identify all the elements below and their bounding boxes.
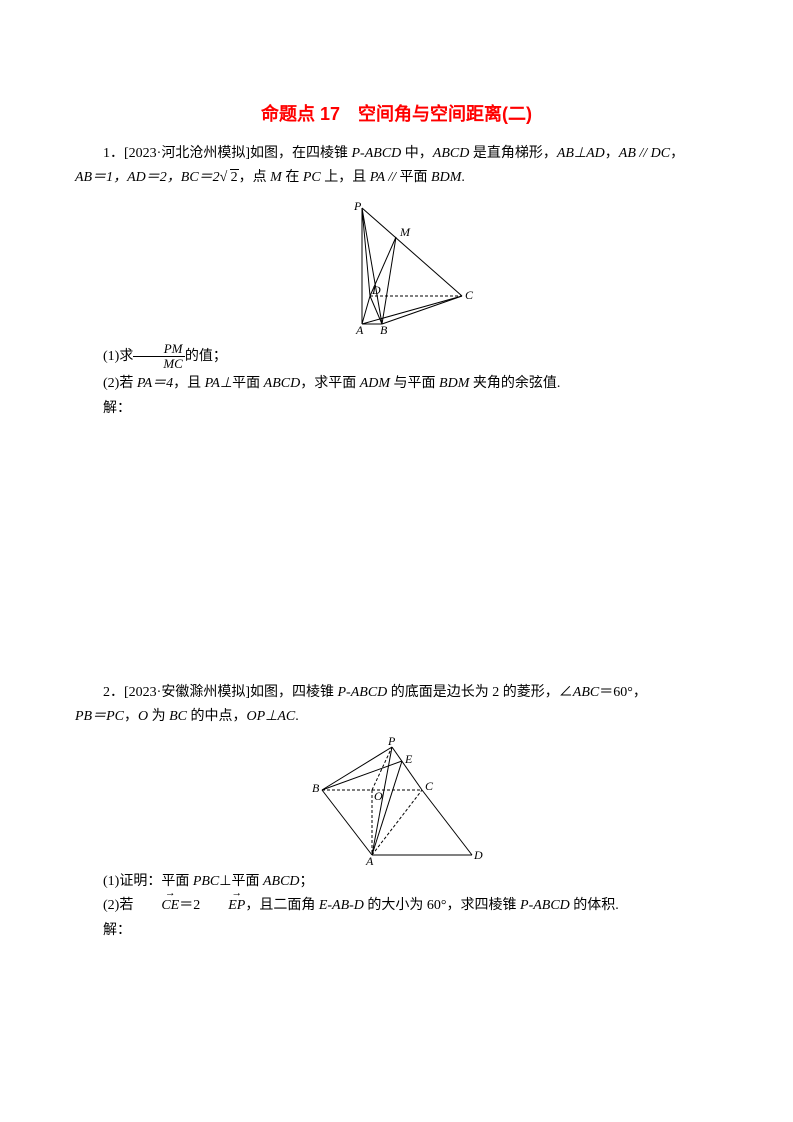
fig1-M: M — [399, 225, 411, 239]
q1-frac-den: MC — [133, 357, 185, 371]
q1-cond: PA // — [370, 170, 400, 185]
q2-solution-label: 解： — [75, 920, 718, 942]
q2-text-a: 2．[2023·安徽滁州模拟]如图，四棱锥 — [103, 685, 338, 700]
q2-period: . — [295, 709, 299, 724]
vector-ep-icon: EP — [200, 895, 245, 917]
q1-line2c: 在 — [282, 170, 303, 185]
q2-line2a: PB＝PC — [75, 709, 124, 724]
q1-sqrtval: 2 — [230, 169, 239, 185]
q2-figure: P E B C O A D — [75, 735, 718, 865]
q1-plane-abcd-txt: 平面 — [232, 376, 264, 391]
q1-ptM: M — [270, 170, 282, 185]
q1-shape: ABCD — [433, 146, 470, 161]
q1-p2-b: ，且 — [173, 376, 205, 391]
q2-part2: (2)若CE＝2EP，且二面角 E-AB-D 的大小为 60°，求四棱锥 P-A… — [75, 895, 718, 917]
q1-plane-bdm2: BDM — [439, 376, 469, 391]
q1-line2d: 上，且 — [321, 170, 370, 185]
q1-plane1-txt: 平面 — [400, 170, 432, 185]
q1-period: . — [461, 170, 465, 185]
q1-workspace — [75, 422, 718, 682]
q1-intro-line1: 1．[2023·河北沧州模拟]如图，在四棱锥 P-ABCD 中，ABCD 是直角… — [75, 143, 718, 165]
q1-line2b: ，点 — [239, 170, 271, 185]
q2-pyr3: P-ABCD — [520, 898, 570, 913]
q1-paperp: PA⊥ — [205, 376, 233, 391]
q2-text-b: 的底面是边长为 2 的菱形，∠ — [387, 685, 573, 700]
q2-dihed: E-AB-D — [319, 898, 364, 913]
q1-plane-adm: ADM — [360, 376, 390, 391]
q1-intro-line2: AB＝1，AD＝2，BC＝2 2，点 M 在 PC 上，且 PA // 平面 BD… — [75, 167, 718, 189]
fig2-D: D — [473, 848, 483, 862]
q2-intro-line2: PB＝PC，O 为 BC 的中点，OP⊥AC. — [75, 706, 718, 728]
fig1-B: B — [380, 323, 388, 336]
q2-p2-c: 的大小为 60°，求四棱锥 — [364, 898, 520, 913]
fig2-P: P — [387, 735, 396, 748]
q1-figure: P M A B C D — [75, 196, 718, 336]
q1-p1-a: (1)求 — [103, 349, 133, 364]
fig2-C: C — [425, 779, 434, 793]
q2-p1-c: ； — [300, 874, 314, 889]
q2-ptO: O — [138, 709, 148, 724]
q1-part2: (2)若 PA＝4，且 PA⊥平面 ABCD，求平面 ADM 与平面 BDM 夹… — [75, 373, 718, 395]
fig1-C: C — [465, 288, 474, 302]
fig2-E: E — [404, 752, 413, 766]
fig1-D: D — [371, 283, 381, 297]
q2-p2-d: 的体积. — [570, 898, 619, 913]
q2-pyr: P-ABCD — [338, 685, 388, 700]
q2-line2c: 为 — [148, 709, 169, 724]
q1-p2-d: 与平面 — [390, 376, 439, 391]
q1-plane1: BDM — [431, 170, 461, 185]
q1-comma1: ， — [605, 146, 619, 161]
q1-part1: (1)求PMMC的值； — [75, 342, 718, 372]
q1-text-c: 是直角梯形， — [469, 146, 557, 161]
q2-segBC: BC — [169, 709, 187, 724]
q2-line2b: ， — [124, 709, 138, 724]
q1-p2-c: ，求平面 — [300, 376, 360, 391]
q1-para: AB // DC — [619, 146, 670, 161]
q1-perp: AB⊥AD — [557, 146, 605, 161]
vector-ce-icon: CE — [133, 895, 179, 917]
q1-plane-abcd: ABCD — [264, 376, 301, 391]
q2-ang: ABC — [573, 685, 599, 700]
fig1-A: A — [355, 323, 364, 336]
q2-plane-abcd: ABCD — [263, 874, 300, 889]
q2-text-c: ＝60°， — [599, 685, 647, 700]
q1-pa4: PA＝4 — [137, 376, 173, 391]
q1-line2a: AB＝1，AD＝2，BC＝2 — [75, 170, 220, 185]
q1-p2-e: 夹角的余弦值. — [469, 376, 560, 391]
q1-segPC: PC — [303, 170, 321, 185]
fig2-O: O — [374, 789, 383, 803]
q1-text-b: 中， — [401, 146, 433, 161]
q2-intro-line1: 2．[2023·安徽滁州模拟]如图，四棱锥 P-ABCD 的底面是边长为 2 的… — [75, 682, 718, 704]
q1-comma2: ， — [670, 146, 684, 161]
fig2-A: A — [365, 854, 374, 865]
q1-pyramid: P-ABCD — [352, 146, 402, 161]
q1-p2-a: (2)若 — [103, 376, 137, 391]
q1-text-a: 1．[2023·河北沧州模拟]如图，在四棱锥 — [103, 146, 352, 161]
q2-line2d: 的中点， — [187, 709, 247, 724]
q2-p2-a: (2)若 — [103, 898, 133, 913]
fraction-icon: PMMC — [133, 342, 185, 372]
sqrt-icon: 2 — [220, 167, 239, 189]
fig2-B: B — [312, 781, 320, 795]
fig1-P: P — [353, 199, 362, 213]
q2-eq: ＝2 — [179, 898, 200, 913]
q1-solution-label: 解： — [75, 398, 718, 420]
q1-frac-num: PM — [133, 342, 185, 357]
q2-p2-b: ，且二面角 — [245, 898, 319, 913]
page-title: 命题点 17 空间角与空间距离(二) — [75, 100, 718, 129]
q2-opac: OP⊥AC — [247, 709, 296, 724]
q1-p1-b: 的值； — [185, 349, 227, 364]
